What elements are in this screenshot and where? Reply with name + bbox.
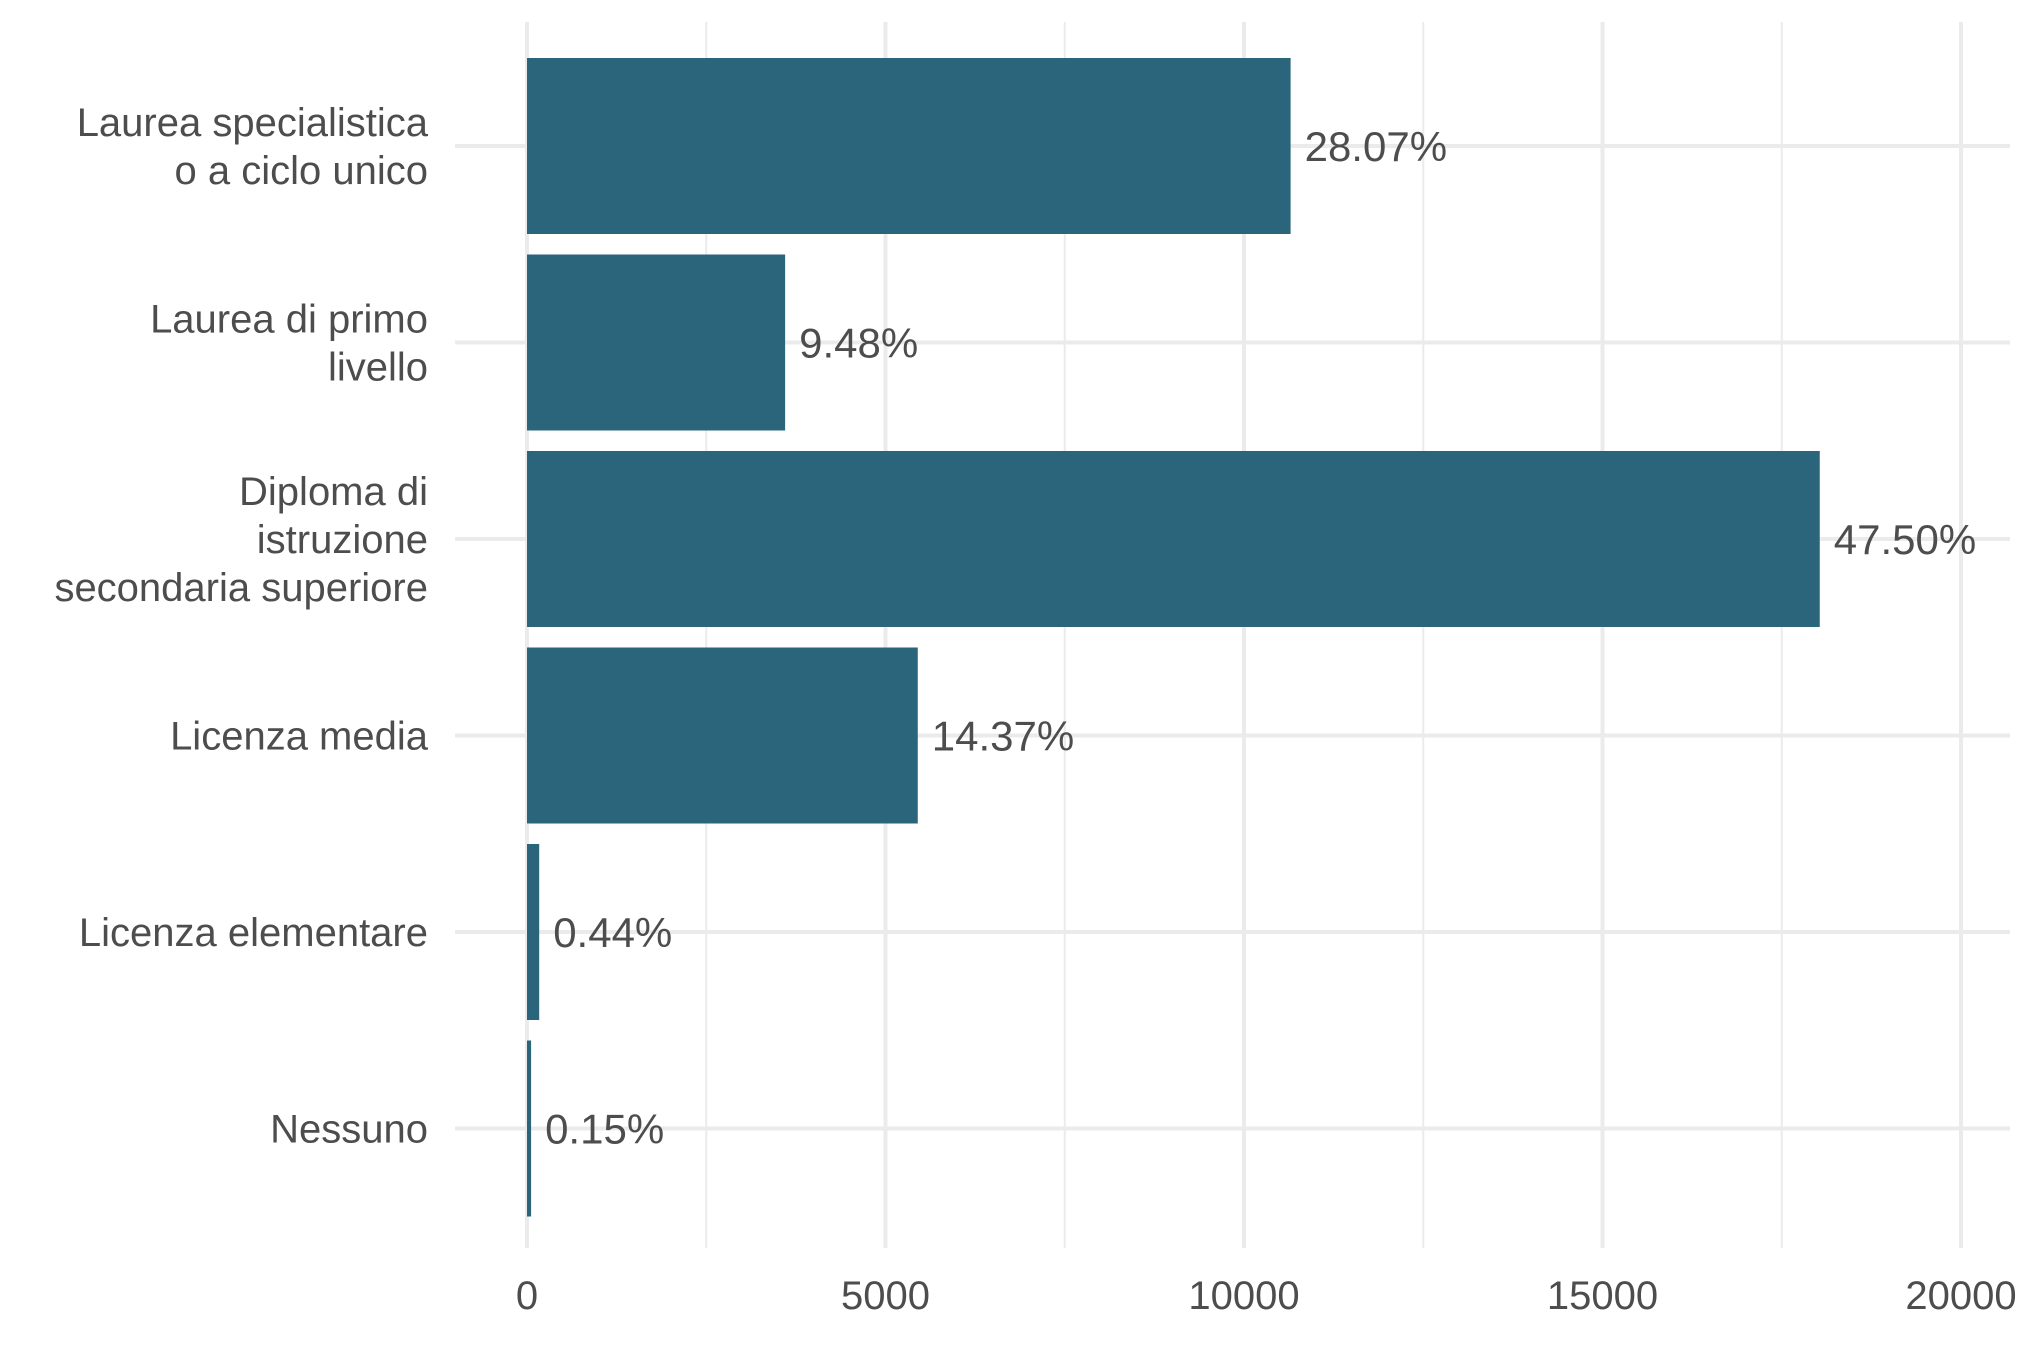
x-tick-label: 0 bbox=[516, 1274, 538, 1318]
data-label: 9.48% bbox=[799, 320, 918, 367]
x-tick-label: 20000 bbox=[1905, 1274, 2016, 1318]
x-tick-label: 10000 bbox=[1188, 1274, 1299, 1318]
data-label: 14.37% bbox=[932, 713, 1074, 760]
bar bbox=[527, 1040, 532, 1217]
category-label: Laurea specialistica o a ciclo unico bbox=[77, 101, 429, 193]
data-label: 47.50% bbox=[1834, 516, 1976, 563]
data-label: 28.07% bbox=[1305, 123, 1447, 170]
data-label: 0.44% bbox=[553, 909, 672, 956]
bars bbox=[527, 58, 1820, 1217]
category-label: Laurea di primo livello bbox=[150, 298, 428, 390]
data-labels: 28.07% 9.48% 47.50% 14.37% 0.44% 0.15% bbox=[545, 123, 1976, 1153]
bar bbox=[527, 451, 1820, 627]
bar bbox=[527, 844, 540, 1020]
bar bbox=[527, 254, 786, 431]
bar bbox=[527, 58, 1291, 234]
x-axis-tick-labels: 0 5000 10000 15000 20000 bbox=[516, 1274, 2017, 1318]
category-label: Licenza media bbox=[170, 715, 429, 759]
category-labels: Laurea specialistica o a ciclo unico Laure… bbox=[54, 101, 428, 1152]
x-tick-label: 15000 bbox=[1547, 1274, 1658, 1318]
bar bbox=[527, 647, 918, 824]
category-label: Licenza elementare bbox=[79, 911, 428, 955]
category-label: Diploma di istruzione secondaria superiore bbox=[54, 470, 428, 610]
data-label: 0.15% bbox=[545, 1106, 664, 1153]
category-label: Nessuno bbox=[270, 1108, 428, 1152]
x-tick-label: 5000 bbox=[841, 1274, 930, 1318]
